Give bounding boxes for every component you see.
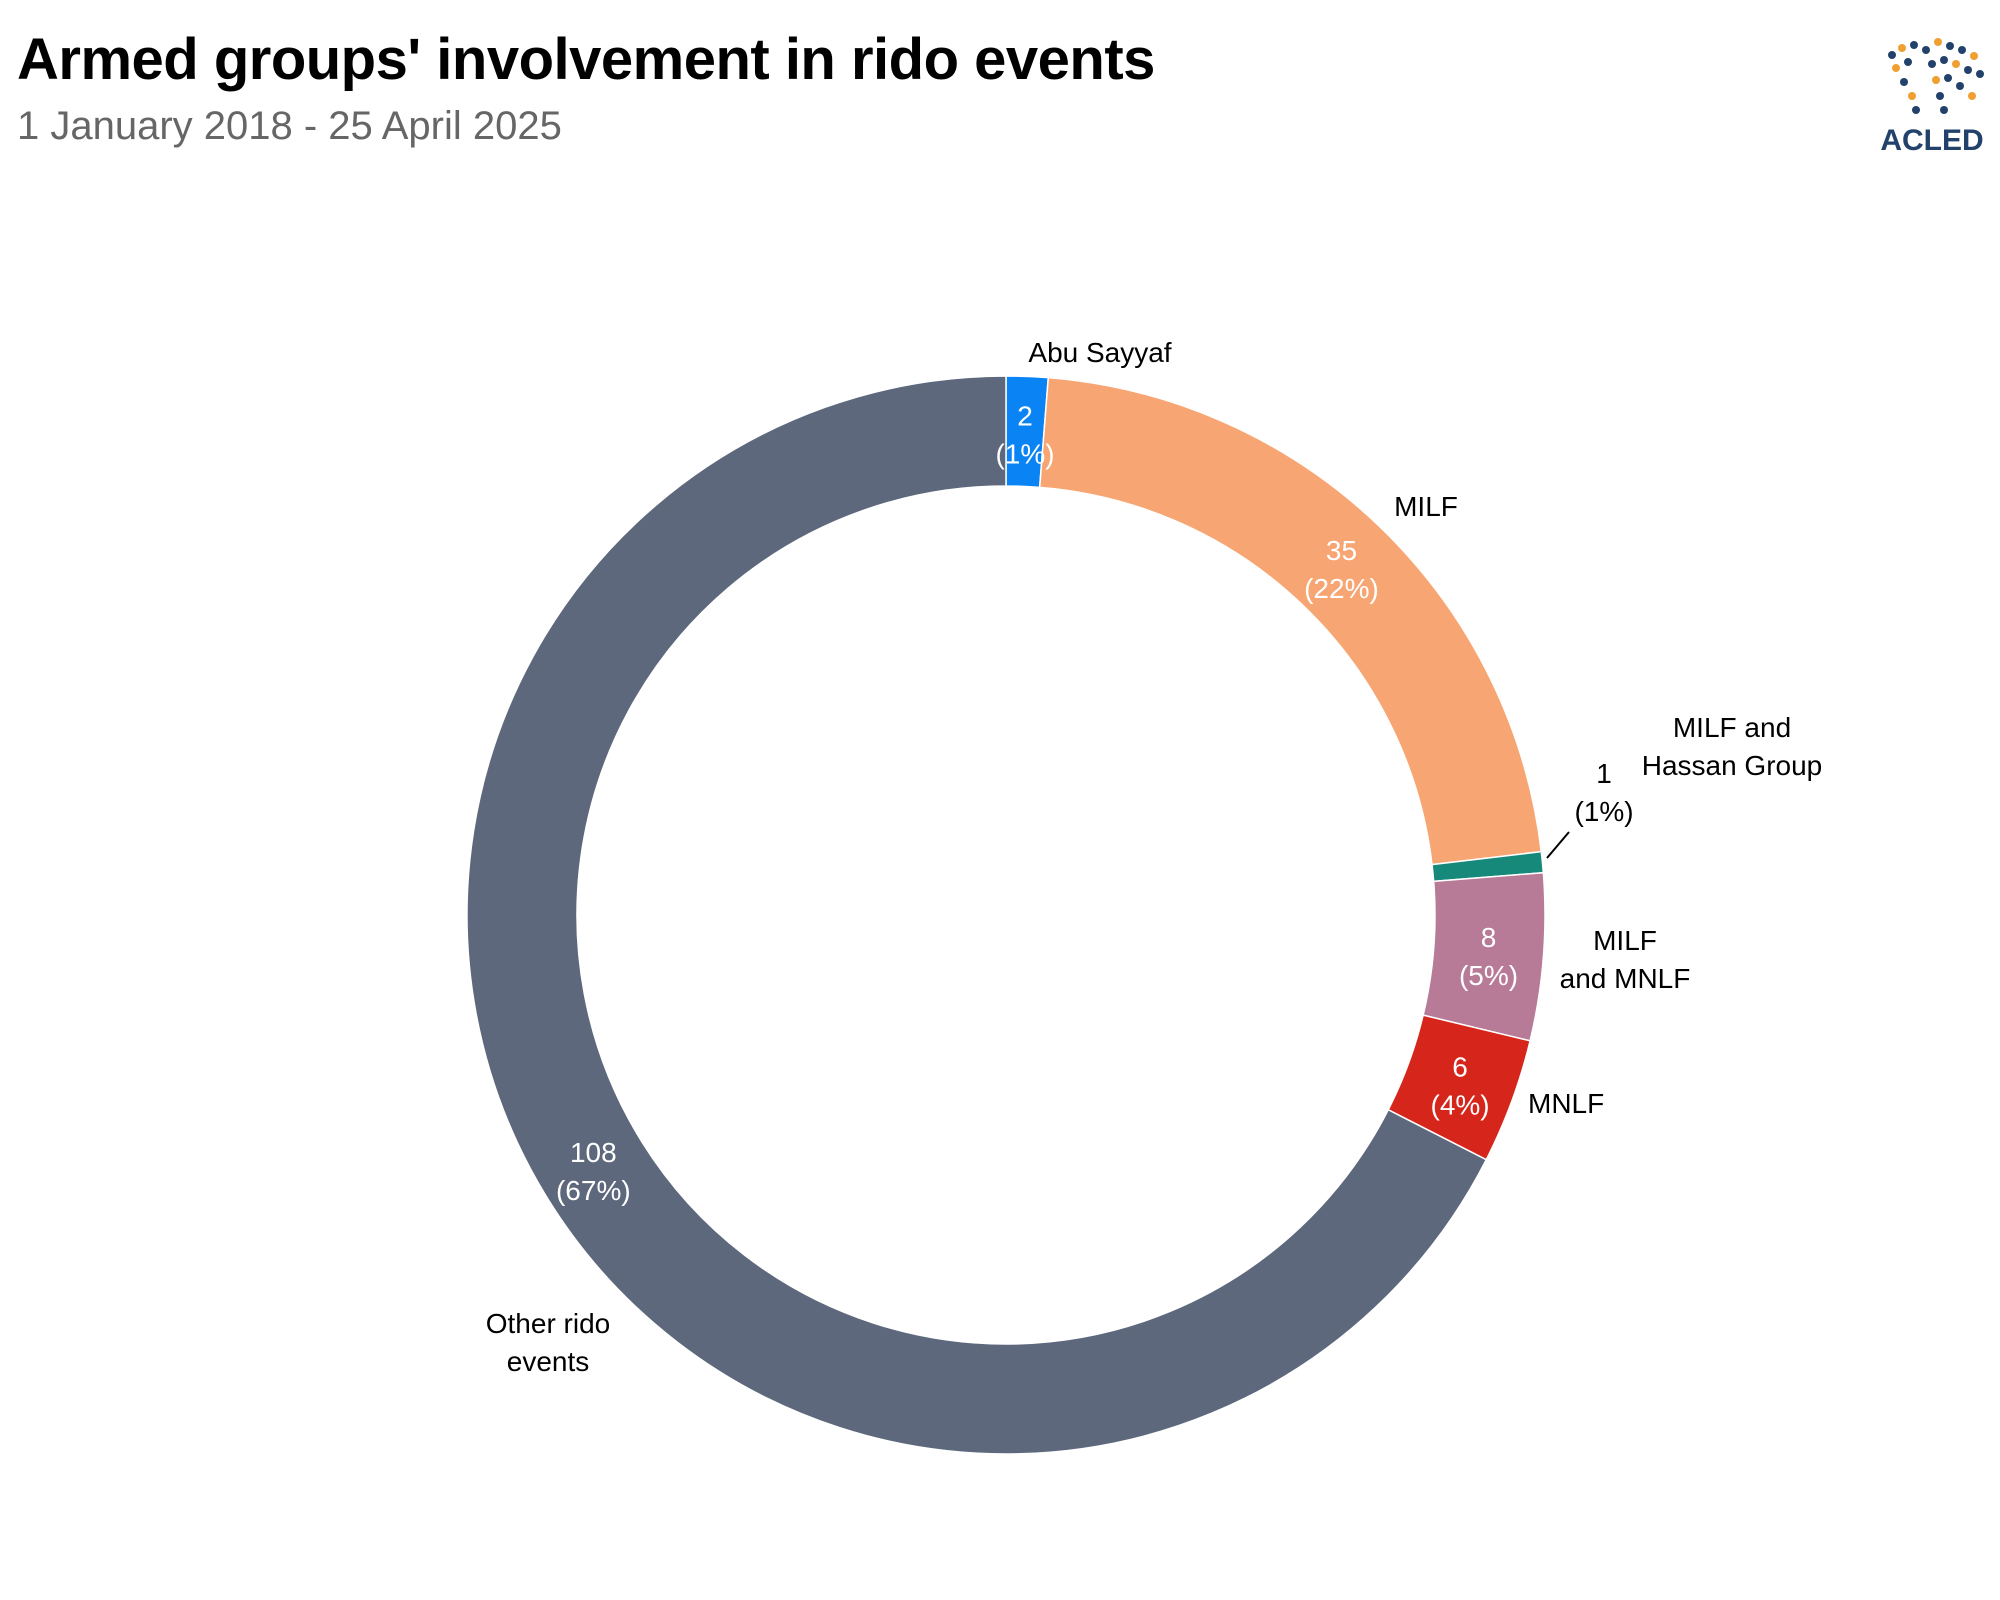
percent-label-other-rido-events: (67%) [556, 1175, 631, 1206]
chart-subtitle: 1 January 2018 - 25 April 2025 [17, 104, 562, 148]
value-label-abu-sayyaf: 2 [1017, 400, 1033, 431]
value-label-mnlf: 6 [1452, 1052, 1468, 1083]
value-label-milf: 35 [1326, 535, 1357, 566]
donut-slices [466, 375, 1546, 1455]
slice-milf [1038, 376, 1543, 866]
slice-milf-and-mnlf [1422, 871, 1546, 1042]
leader-line-milf-and-hassan-group [1546, 831, 1570, 859]
percent-label-milf: (22%) [1304, 573, 1379, 604]
category-label-mnlf: MNLF [1528, 1088, 1604, 1119]
acled-logo: ACLED [1880, 38, 1984, 157]
category-label-abu-sayyaf: Abu Sayyaf [1028, 337, 1171, 368]
acled-world-map-icon [1888, 38, 1984, 114]
value-label-other-rido-events: 108 [570, 1137, 617, 1168]
donut-labels: 2 (1%) Abu Sayyaf 35 (22%) MILF 1 (1%) MILF and H… [486, 337, 1823, 1377]
value-label-milf-and-hassan-group: 1 [1596, 758, 1612, 789]
category-label-milf-and-mnlf: MILF and MNLF [1560, 925, 1691, 994]
slice-other-rido-events [466, 375, 1488, 1455]
category-label-milf-and-hassan-group: MILF and Hassan Group [1642, 712, 1823, 781]
acled-logo-text: ACLED [1880, 124, 1983, 157]
category-label-milf: MILF [1394, 491, 1458, 522]
percent-label-mnlf: (4%) [1431, 1090, 1490, 1121]
chart-title: Armed groups' involvement in rido events [17, 27, 1155, 92]
value-label-milf-and-mnlf: 8 [1481, 922, 1497, 953]
category-label-other-rido-events: Other rido events [486, 1308, 611, 1377]
percent-label-abu-sayyaf: (1%) [995, 438, 1054, 469]
percent-label-milf-and-hassan-group: (1%) [1574, 796, 1633, 827]
percent-label-milf-and-mnlf: (5%) [1459, 960, 1518, 991]
